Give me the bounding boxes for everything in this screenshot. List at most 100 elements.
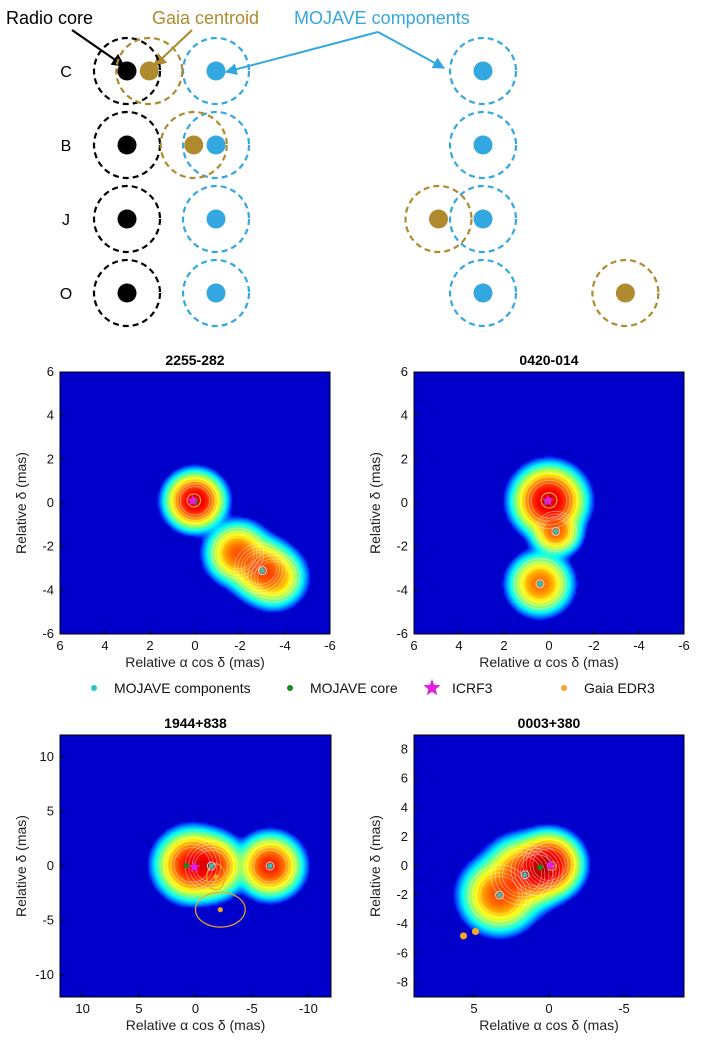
contour-line [523, 567, 557, 601]
y-tick-label: -2 [396, 887, 408, 902]
gaia-centroid-ring [159, 110, 228, 180]
panel-0: 6 4 2 0 -2 -4 -6 -6 -4 -2 0 2 4 6 2255-282 Relative α c… [13, 352, 336, 670]
x-tick-label: -4 [633, 638, 645, 653]
x-tick-label: 4 [101, 638, 108, 653]
y-tick-label: 0 [47, 858, 54, 873]
mojave-component-ring [448, 258, 518, 328]
contour-line [529, 845, 569, 884]
contour-line [240, 549, 280, 588]
mojave-component-dot [473, 135, 493, 155]
icrf3-star [541, 494, 555, 507]
y-axis-label: Relative δ (mas) [367, 815, 383, 917]
mojave-component-dot [473, 61, 493, 81]
gaia-centroid-dot [615, 283, 635, 303]
mojave-component-dot [473, 283, 493, 303]
schematic-diagram: Radio core Gaia centroid MOJAVE componen… [6, 8, 660, 328]
radio-core-label: Radio core [6, 8, 93, 28]
x-axis-label: Relative α cos δ (mas) [126, 1017, 266, 1033]
x-tick-label: 0 [192, 1001, 199, 1016]
contour-line [517, 851, 557, 890]
legend-label: MOJAVE components [114, 680, 251, 696]
x-tick-label: -6 [678, 638, 690, 653]
contour-line [179, 486, 211, 516]
mojave-arrow-left [224, 31, 379, 76]
contour-line [214, 530, 261, 576]
contour-line [221, 536, 255, 570]
gaia-centroid-dot [184, 135, 204, 155]
legend-label: MOJAVE core [310, 680, 398, 696]
gaia-centroid-ring [115, 36, 184, 106]
y-tick-label: -4 [396, 582, 408, 597]
legend-dot-icon [561, 685, 567, 691]
contour-line [243, 552, 277, 585]
contour-line [247, 843, 294, 889]
gaia-error-ellipse [546, 861, 558, 871]
y-tick-label: 6 [401, 771, 408, 786]
radio-core-ring [92, 184, 162, 254]
component-ring [520, 870, 530, 880]
x-tick-label: 0 [191, 638, 198, 653]
contour-line [517, 561, 563, 607]
icrf3-star [544, 858, 557, 871]
mojave-component-dot [206, 283, 226, 303]
contour-line [254, 558, 294, 597]
y-tick-label: 6 [47, 364, 54, 379]
gaia-error-ellipse [186, 493, 202, 508]
x-tick-label: 10 [75, 1001, 89, 1016]
y-tick-label: -4 [42, 582, 54, 597]
y-tick-label: 0 [47, 495, 54, 510]
chart-title: 1944+838 [164, 715, 227, 731]
mojave-component-point [522, 872, 528, 878]
mojave-component-point [260, 568, 265, 574]
x-tick-label: 6 [410, 638, 417, 653]
radio-core-ring [92, 258, 162, 328]
legend-dot-icon [91, 685, 97, 691]
radio-core-arrow [71, 29, 126, 67]
chart-title: 0420-014 [519, 352, 578, 368]
y-tick-label: -2 [42, 539, 54, 554]
mojave-arrow-right [377, 31, 446, 69]
mojave-component-dot [206, 135, 226, 155]
gaia-centroid-dot [139, 61, 159, 81]
y-tick-label: 2 [47, 451, 54, 466]
y-tick-label: 2 [401, 451, 408, 466]
contour-line [490, 844, 554, 906]
x-tick-label: 5 [135, 1001, 142, 1016]
component-ring [495, 890, 504, 900]
y-tick-label: 0 [401, 495, 408, 510]
legend-dot-icon [287, 685, 293, 691]
contour-line [237, 546, 284, 591]
x-axis-label: Relative α cos δ (mas) [479, 654, 619, 670]
contour-line [174, 480, 216, 521]
contour-line [479, 875, 520, 915]
gaia-point [217, 907, 223, 913]
contour-line [253, 849, 287, 883]
contour-line [163, 836, 222, 893]
radio-core-ring [92, 36, 162, 106]
x-tick-label: 4 [455, 638, 462, 653]
legend-label: ICRF3 [452, 680, 493, 696]
contour-line [177, 483, 213, 518]
gaia-error-ellipse [459, 932, 468, 940]
contour-line [537, 513, 575, 550]
contour-line [542, 518, 570, 545]
mojave-component-ring [181, 258, 251, 328]
y-tick-label: 4 [401, 408, 408, 423]
gaia-point [472, 928, 479, 935]
gaia-centroid-dot [429, 209, 448, 229]
mojave-component-dot [206, 61, 226, 81]
component-ring [258, 566, 267, 576]
component-ring [535, 579, 545, 589]
y-tick-label: 2 [401, 829, 408, 844]
row-label: B [61, 138, 72, 155]
contour-line [472, 868, 527, 922]
x-axis-label: Relative α cos δ (mas) [125, 654, 265, 670]
legend-label: Gaia EDR3 [584, 680, 655, 696]
contour-line [476, 872, 523, 918]
y-tick-label: 8 [401, 742, 408, 757]
y-tick-label: 5 [47, 803, 54, 818]
contour-line [247, 551, 301, 603]
gaia-centroid-label: Gaia centroid [152, 8, 259, 28]
gaia-error-ellipse [471, 927, 480, 936]
